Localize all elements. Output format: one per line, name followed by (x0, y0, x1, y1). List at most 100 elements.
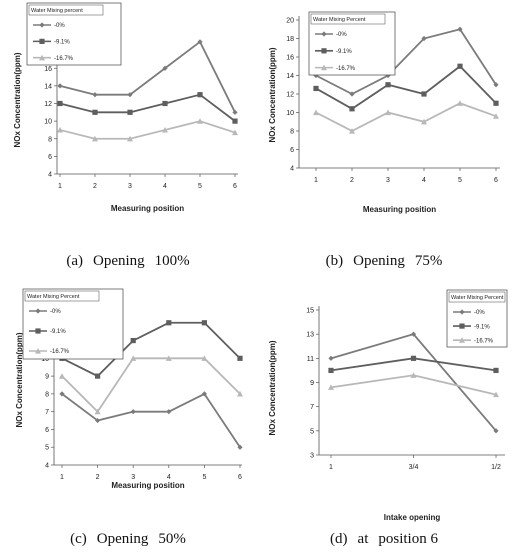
data-point (493, 82, 499, 88)
data-point (127, 92, 133, 98)
data-point (59, 373, 65, 379)
y-tick-label: 4 (290, 166, 294, 173)
legend: Water Mixing Percent -0% -9.1% -16.7% (22, 288, 124, 360)
y-tick-label: 9 (45, 374, 49, 381)
caption-text: Opening (96, 531, 149, 547)
legend-marker (39, 38, 45, 44)
data-point (95, 417, 101, 424)
legend-title-box (448, 291, 506, 303)
series-line (61, 392, 241, 448)
data-point (457, 26, 463, 32)
data-point (493, 428, 499, 434)
caption-text: Opening (353, 253, 405, 269)
legend-marker (321, 31, 327, 37)
y-tick-label: 10 (44, 119, 52, 126)
y-tick-label: 6 (290, 147, 294, 154)
x-tick-label: 1 (329, 464, 333, 471)
legend-item-label: -9.1% (336, 49, 352, 55)
x-tick-label: 2 (350, 177, 354, 184)
data-point (197, 39, 203, 45)
y-tick-label: 4 (48, 172, 52, 179)
data-point (57, 100, 63, 107)
legend-title-box (310, 13, 386, 25)
x-axis-label: Measuring position (111, 204, 184, 213)
data-point (313, 85, 319, 92)
legend-marker (321, 64, 327, 71)
legend-marker (35, 348, 41, 354)
y-tick-label: 15 (306, 308, 314, 315)
data-point (493, 391, 499, 398)
caption-c: (c) Opening 50% (0, 531, 256, 548)
series-line (61, 357, 241, 414)
y-axis-label: NOx Concentration(ppm) (268, 340, 277, 435)
data-point (197, 92, 203, 98)
y-tick-label: 3 (310, 453, 314, 460)
y-tick-label: 13 (306, 332, 314, 339)
legend-title-box (28, 4, 104, 16)
caption-text: at (357, 531, 369, 547)
data-point (493, 367, 499, 374)
series-0% (57, 39, 238, 115)
caption-text: Opening (92, 253, 145, 269)
x-tick-label: 4 (163, 183, 167, 190)
x-tick-label: 3 (128, 183, 132, 190)
legend-item-label: -9.1% (474, 324, 490, 330)
x-tick-label: 6 (238, 474, 242, 481)
data-point (410, 331, 417, 337)
data-point (130, 337, 136, 344)
data-point (328, 355, 334, 361)
data-point (232, 129, 238, 136)
y-tick-label: 5 (310, 428, 314, 435)
series-line (315, 102, 497, 133)
legend-item-label: -0% (336, 32, 347, 38)
data-point (92, 109, 98, 115)
caption-label: (a) (66, 253, 83, 269)
series-0% (328, 331, 499, 434)
data-point (349, 106, 355, 112)
legend-title: Water Mixing Percent (27, 294, 80, 300)
x-tick-label: 1 (60, 474, 64, 481)
data-point (94, 408, 101, 415)
data-point (92, 92, 98, 98)
legend-item-label: -16.7% (50, 349, 70, 355)
legend-item-label: -0% (50, 309, 61, 315)
x-tick-label: 5 (198, 183, 202, 190)
data-point (349, 91, 355, 97)
legend-title: Water Mixing Percent (451, 295, 504, 301)
series-line (315, 65, 497, 110)
chart-panel-c: 45678910111213123456Measuring positionNO… (0, 277, 256, 554)
y-tick-label: 9 (310, 380, 314, 387)
legend: Water Mixing Percent -0% -9.1% -16.7% (308, 11, 396, 76)
chart-d: 3 5 7 9 11 13 15 1 3/4 1/2 Intake opening NOx Conce… (268, 289, 508, 522)
legend-marker (35, 308, 41, 314)
data-point (95, 373, 101, 379)
x-axis-label: Measuring position (111, 481, 184, 490)
series-line (315, 28, 497, 96)
x-tick-label: 2 (96, 474, 100, 481)
y-axis-label: NOx Concentration(ppm) (15, 332, 24, 427)
data-point (237, 444, 243, 450)
data-point (130, 355, 137, 361)
data-point (57, 126, 63, 133)
y-tick-label: 16 (44, 66, 52, 73)
caption-d: (d) at position 6 (256, 531, 512, 548)
data-point (162, 126, 168, 133)
y-tick-label: 14 (44, 83, 52, 90)
y-tick-label: 11 (307, 356, 314, 363)
series-line (59, 93, 236, 122)
caption-a: (a) Opening 100% (0, 253, 256, 270)
legend: Water Mixing percent -0% -9.1% -16.7% (26, 2, 122, 66)
x-axis-label: Intake opening (384, 513, 441, 522)
y-tick-label: 8 (48, 136, 52, 143)
data-point (313, 72, 319, 79)
y-tick-label: 16 (286, 55, 294, 62)
data-point (92, 135, 98, 142)
series-0% (313, 26, 499, 97)
data-point (457, 63, 463, 69)
data-point (457, 100, 463, 106)
caption-value: 100% (154, 253, 190, 269)
data-point (237, 390, 243, 397)
y-tick-label: 5 (45, 445, 49, 452)
y-tick-label: 6 (45, 427, 49, 434)
